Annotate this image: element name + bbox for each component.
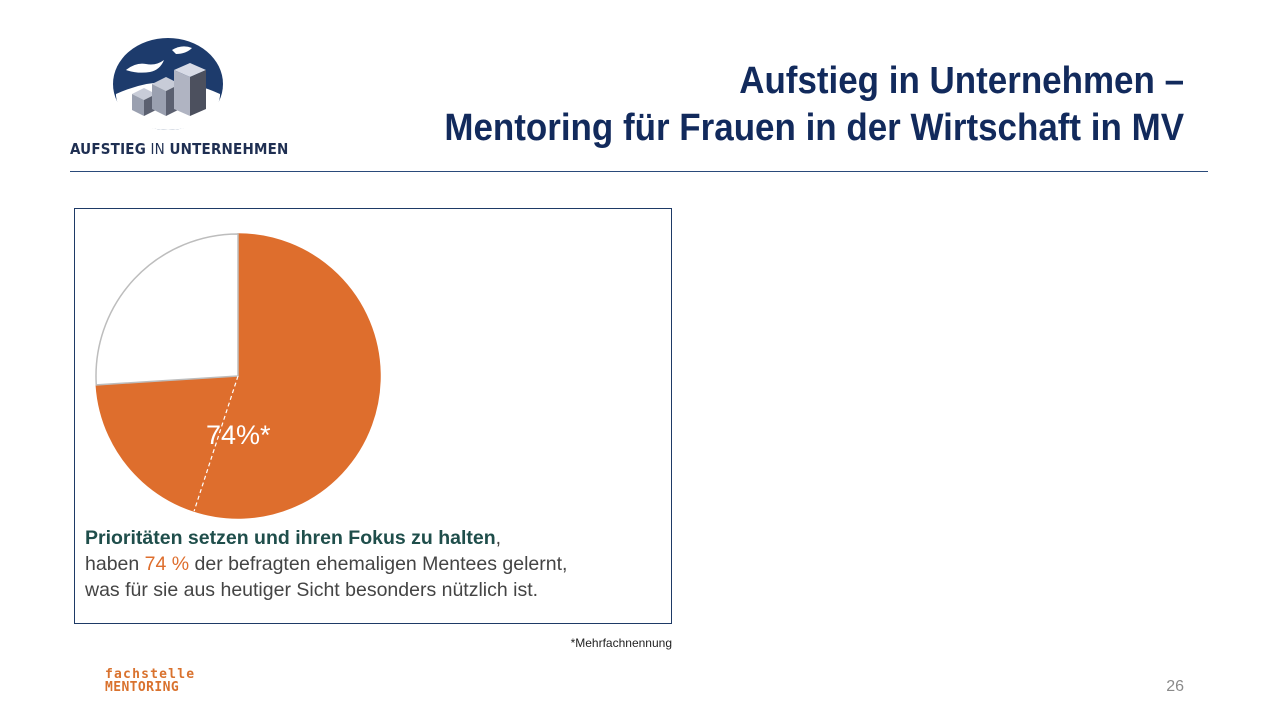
caption-percent: 74 % — [144, 553, 190, 575]
pie-value-label: 74%* — [206, 420, 271, 450]
caption-highlight: Prioritäten setzen und ihren Fokus zu ha… — [85, 527, 496, 549]
chart-panel: Prioritäten setzen und ihren Fokus zu ha… — [74, 208, 672, 624]
title-line-1: Aufstieg in Unternehmen – — [739, 60, 1184, 102]
page-number: 26 — [1166, 678, 1184, 695]
title-line-2: Mentoring für Frauen in der Wirtschaft i… — [444, 107, 1184, 149]
pie-chart — [95, 233, 381, 519]
caption-line-1: Prioritäten setzen und ihren Fokus zu ha… — [85, 527, 502, 549]
logo-wordmark: AUFSTIEG IN UNTERNEHMEN — [70, 140, 289, 158]
caption-line-2: haben 74 % der befragten ehemaligen Ment… — [85, 553, 568, 575]
fachstelle-mentoring-logo: fachstelle MENTORING — [105, 667, 196, 695]
logo: AUFSTIEG IN UNTERNEHMEN — [66, 36, 288, 166]
pie-divider-dashed — [193, 375, 239, 512]
pie-slice-1 — [95, 233, 239, 386]
header-divider — [70, 171, 1208, 172]
logo-emblem-icon — [113, 38, 223, 130]
footnote: *Mehrfachnennung — [570, 636, 672, 650]
chart-caption: Prioritäten setzen und ihren Fokus zu ha… — [85, 525, 665, 603]
page-title: Aufstieg in Unternehmen – Mentoring für … — [380, 58, 1184, 152]
caption-line-3: was für sie aus heutiger Sicht besonders… — [85, 579, 539, 601]
